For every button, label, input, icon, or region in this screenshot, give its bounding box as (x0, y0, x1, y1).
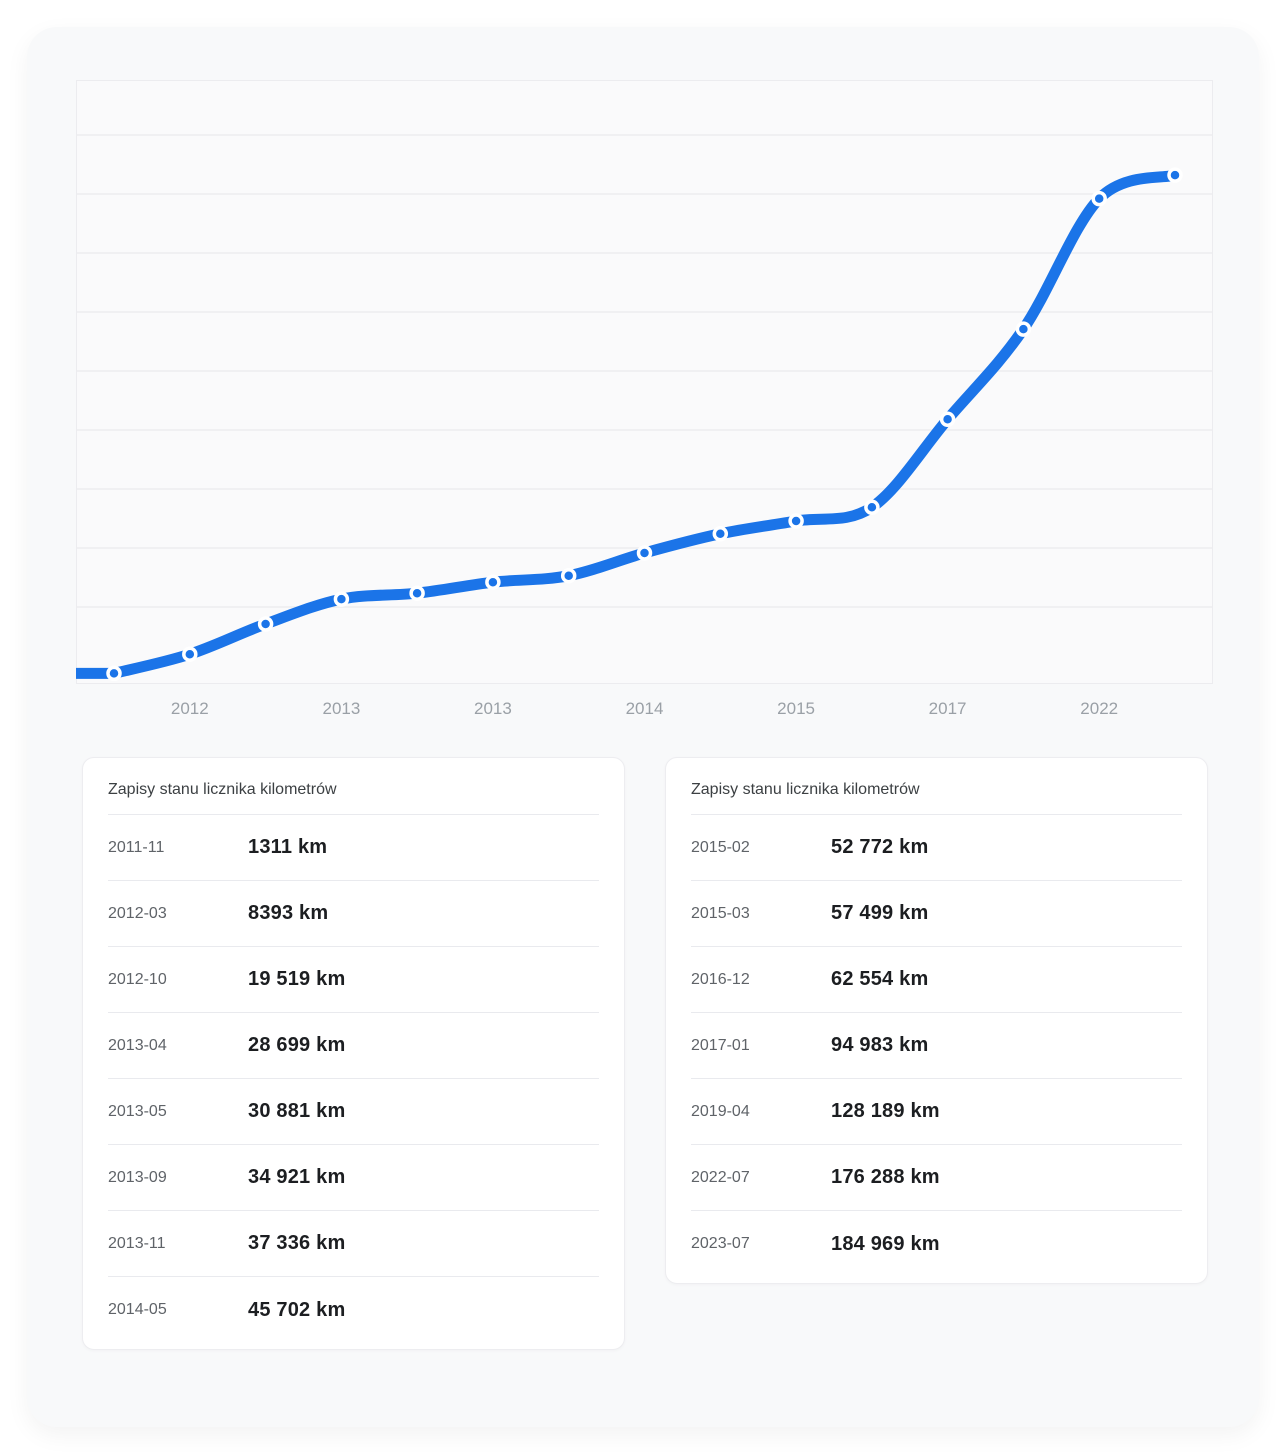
record-date: 2013-11 (108, 1234, 166, 1252)
table-row: 2017-01 94 983 km (691, 1013, 1182, 1079)
record-date: 2022-07 (691, 1168, 750, 1186)
data-point-marker[interactable] (1167, 167, 1183, 183)
table-row: 2013-05 30 881 km (108, 1079, 599, 1145)
table-row: 2012-10 19 519 km (108, 947, 599, 1013)
record-value: 52 772 km (831, 836, 929, 858)
record-date: 2013-09 (108, 1168, 167, 1186)
table-title: Zapisy stanu licznika kilometrów (691, 758, 1182, 815)
record-value: 1311 km (248, 836, 328, 858)
data-point-marker[interactable] (1091, 190, 1107, 207)
table-row: 2015-03 57 499 km (691, 881, 1182, 947)
record-date: 2016-12 (691, 970, 750, 988)
table-row: 2016-12 62 554 km (691, 947, 1182, 1013)
vehicle-history-card: 2012 2013 2013 2014 2015 2017 2022 Zapisy stan… (27, 27, 1259, 1427)
record-value: 30 881 km (248, 1100, 346, 1122)
data-point-marker[interactable] (485, 574, 501, 590)
x-axis-label: 2013 (474, 699, 512, 718)
table-row: 2023-07 184 969 km (691, 1211, 1182, 1277)
data-point-marker[interactable] (939, 411, 956, 428)
table-row: 2014-05 45 702 km (108, 1277, 599, 1343)
x-axis-label: 2015 (777, 699, 815, 718)
record-date: 2017-01 (691, 1036, 750, 1054)
record-value: 37 336 km (248, 1232, 346, 1254)
table-row: 2012-03 8393 km (108, 881, 599, 947)
record-date: 2015-03 (691, 904, 750, 922)
table-row: 2013-11 37 336 km (108, 1211, 599, 1277)
data-point-marker[interactable] (712, 526, 729, 542)
record-date: 2019-04 (691, 1102, 750, 1120)
record-date: 2014-05 (108, 1301, 167, 1318)
odometer-chart: 2012 2013 2013 2014 2015 2017 2022 (70, 80, 1213, 730)
table-row: 2011-11 1311 km (108, 815, 599, 881)
record-value: 184 969 km (831, 1232, 940, 1255)
x-axis-label: 2013 (322, 699, 360, 718)
data-point-marker[interactable] (257, 616, 274, 632)
record-value: 45 702 km (248, 1298, 346, 1321)
x-axis-label: 2012 (171, 699, 209, 718)
x-axis-label: 2017 (929, 699, 967, 718)
x-axis-label: 2014 (626, 699, 664, 718)
record-value: 19 519 km (248, 968, 346, 990)
data-point-marker[interactable] (333, 591, 350, 607)
record-value: 57 499 km (831, 902, 929, 924)
table-row: 2013-04 28 699 km (108, 1013, 599, 1079)
table-row: 2019-04 128 189 km (691, 1079, 1182, 1145)
table-rows: 2015-02 52 772 km 2015-03 57 499 km 2016-12 6… (691, 815, 1182, 1277)
record-value: 176 288 km (831, 1166, 940, 1188)
record-date: 2012-10 (108, 970, 167, 988)
plot-area (76, 80, 1213, 684)
data-point-marker[interactable] (560, 567, 577, 584)
odometer-records-card-1: Zapisy stanu licznika kilometrów 2011-11… (82, 757, 625, 1350)
data-point-marker[interactable] (106, 665, 122, 682)
record-value: 34 921 km (248, 1166, 346, 1188)
data-point-marker[interactable] (864, 499, 880, 516)
record-date: 2015-02 (691, 838, 750, 856)
record-date: 2011-11 (108, 838, 165, 856)
record-value: 8393 km (248, 902, 329, 924)
record-date: 2012-03 (108, 904, 167, 922)
data-point-marker[interactable] (182, 646, 198, 662)
record-value: 94 983 km (831, 1034, 929, 1056)
data-point-marker[interactable] (409, 585, 425, 601)
record-date: 2023-07 (691, 1235, 750, 1252)
record-date: 2013-04 (108, 1036, 167, 1054)
odometer-chart-svg: 2012 2013 2013 2014 2015 2017 2022 (70, 80, 1213, 718)
record-value: 28 699 km (248, 1034, 346, 1056)
table-row: 2013-09 34 921 km (108, 1145, 599, 1211)
odometer-records-card-2: Zapisy stanu licznika kilometrów 2015-02… (665, 757, 1208, 1284)
odometer-tables: Zapisy stanu licznika kilometrów 2011-11… (82, 757, 1208, 1350)
record-value: 62 554 km (831, 968, 929, 990)
data-point-marker[interactable] (636, 545, 653, 561)
x-axis-label: 2022 (1080, 699, 1118, 718)
table-row: 2015-02 52 772 km (691, 815, 1182, 881)
table-title: Zapisy stanu licznika kilometrów (108, 758, 599, 815)
table-rows: 2011-11 1311 km 2012-03 8393 km 2012-10 19 51… (108, 815, 599, 1343)
data-point-marker[interactable] (1015, 321, 1032, 337)
table-row: 2022-07 176 288 km (691, 1145, 1182, 1211)
record-value: 128 189 km (831, 1100, 940, 1122)
data-point-marker[interactable] (788, 513, 804, 529)
record-date: 2013-05 (108, 1102, 167, 1120)
